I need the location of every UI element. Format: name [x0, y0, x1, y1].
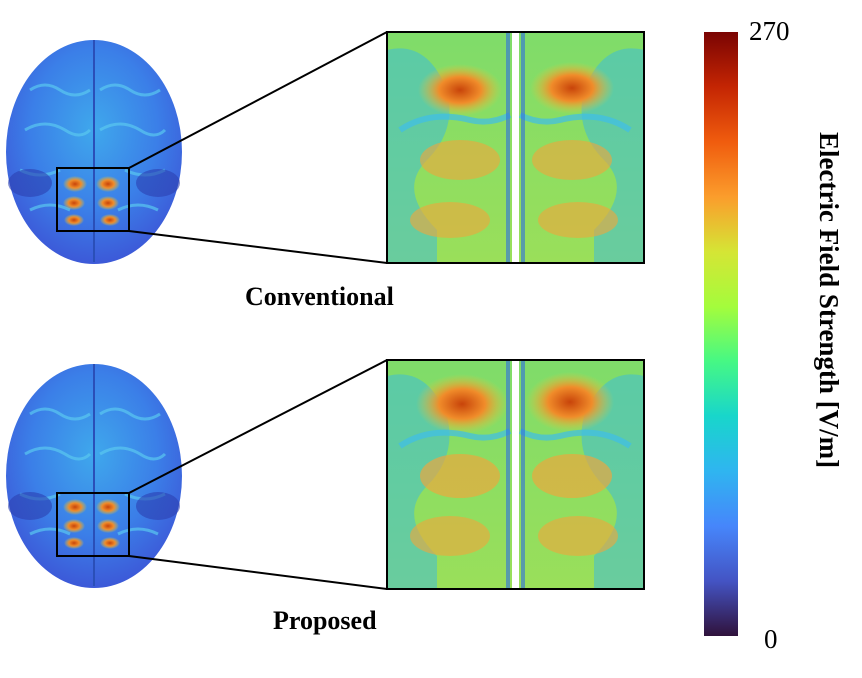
- zoom-line-bottom: [128, 555, 388, 590]
- zoomed-field-map: [386, 31, 645, 264]
- proposed-figure: [6, 359, 645, 590]
- conventional-caption: Conventional: [245, 282, 394, 311]
- proposed-panel: Proposed: [0, 326, 700, 635]
- conventional-figure: [6, 31, 645, 264]
- zoom-line-top: [128, 31, 388, 169]
- colorbar-min-label: 0: [764, 624, 778, 654]
- zoomed-field-map: [386, 359, 645, 590]
- zoom-line-top: [128, 359, 388, 494]
- brain-image: [6, 40, 182, 264]
- conventional-panel: Conventional: [0, 0, 700, 311]
- brain-image: [6, 364, 182, 588]
- colorbar-title: Electric Field Strength [V/m]: [814, 132, 844, 469]
- proposed-caption: Proposed: [273, 606, 377, 635]
- zoom-line-bottom: [128, 230, 388, 264]
- colorbar-max-label: 270: [749, 16, 790, 46]
- colorbar-title-wrap: Electric Field Strength [V/m]: [814, 132, 844, 532]
- roi-box: [56, 167, 130, 232]
- roi-box: [56, 492, 130, 557]
- colorbar: [704, 32, 738, 636]
